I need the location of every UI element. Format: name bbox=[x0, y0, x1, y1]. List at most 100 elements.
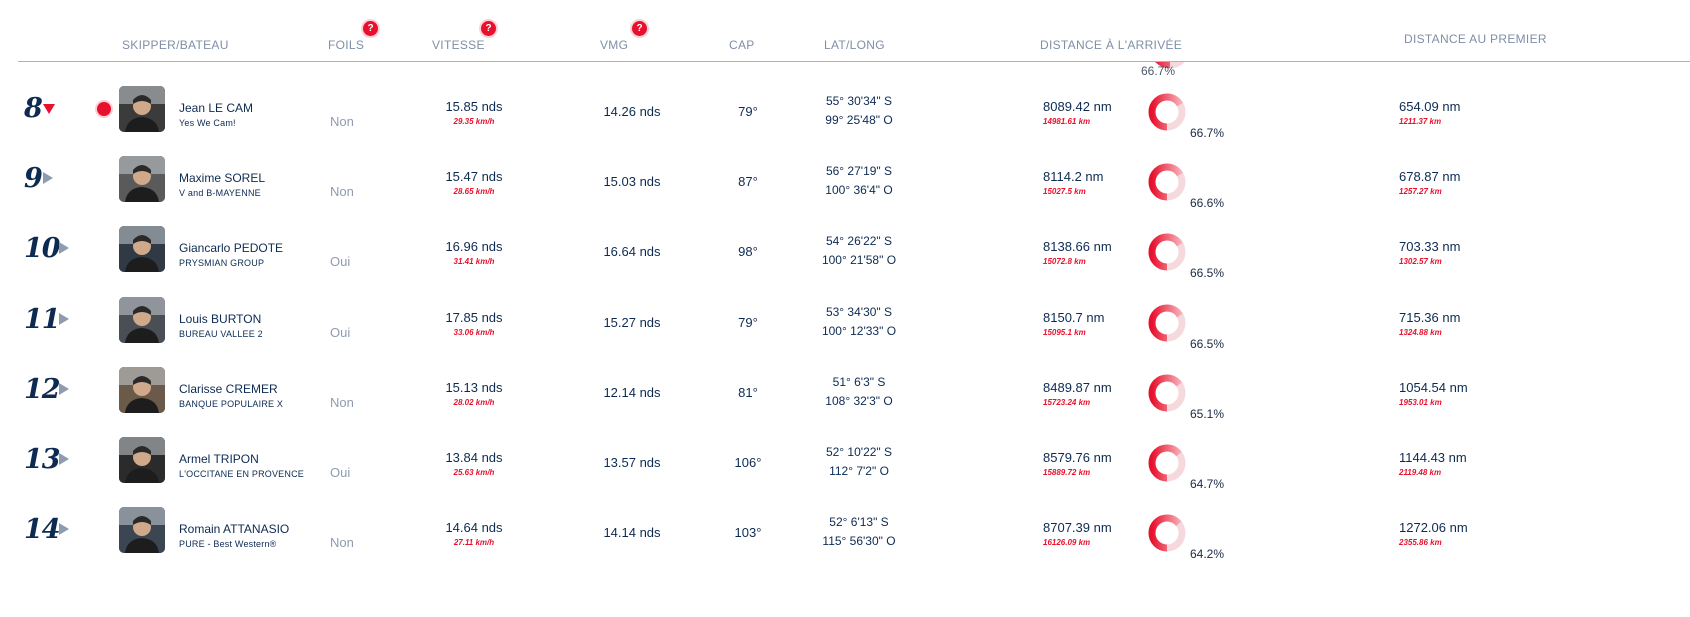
rank-number: 11 bbox=[24, 303, 61, 335]
avatar[interactable] bbox=[119, 437, 165, 483]
distance-finish-km: 14981.61 km bbox=[1043, 117, 1091, 126]
skipper-name[interactable]: Giancarlo PEDOTE bbox=[179, 241, 284, 256]
cap-value: 98° bbox=[738, 244, 758, 260]
speed-knots: 15.85 nds bbox=[445, 99, 503, 114]
avatar[interactable] bbox=[119, 86, 165, 132]
table-row[interactable]: 8 Jean LE CAM Yes We Cam! Non 15.85 nds 29.35… bbox=[0, 66, 1690, 142]
foils-value: Non bbox=[330, 114, 354, 129]
distance-finish-km: 15723.24 km bbox=[1043, 397, 1091, 407]
distance-finish-km: 15095.1 km bbox=[1043, 327, 1086, 337]
trend-flat-icon bbox=[59, 523, 69, 536]
partial-row-donut-chart bbox=[1149, 62, 1191, 69]
foils-value: Oui bbox=[330, 324, 351, 340]
partial-row-progress-percent: 66.7% bbox=[1141, 64, 1176, 78]
speed-help-icon[interactable]: ? bbox=[481, 21, 496, 36]
distance-finish-nm: 8138.66 nm bbox=[1043, 239, 1112, 255]
foils-value: Non bbox=[330, 535, 354, 551]
skipper-name[interactable]: Louis BURTON bbox=[179, 311, 262, 326]
donut-progress-arc bbox=[1148, 304, 1186, 342]
foils-value: Oui bbox=[330, 465, 351, 480]
column-foils-header[interactable]: FOILS bbox=[328, 38, 365, 52]
latitude: 52° 10'22" S bbox=[825, 445, 893, 459]
avatar[interactable] bbox=[119, 366, 165, 413]
latitude: 51° 6'3" S bbox=[832, 374, 886, 389]
distance-leader-nm: 715.36 nm bbox=[1399, 309, 1461, 325]
column-vmg-header[interactable]: VMG bbox=[600, 38, 629, 52]
vmg-value: 12.14 nds bbox=[603, 384, 661, 400]
donut-progress-arc bbox=[1148, 233, 1186, 271]
progress-donut-chart bbox=[1148, 233, 1186, 271]
longitude: 99° 25'48" O bbox=[825, 113, 893, 127]
distance-leader-nm: 703.33 nm bbox=[1399, 239, 1461, 255]
foils-value: Non bbox=[330, 394, 354, 410]
avatar[interactable] bbox=[119, 226, 165, 273]
speed-knots: 14.64 nds bbox=[445, 520, 503, 536]
column-cap-header[interactable]: CAP bbox=[729, 38, 755, 52]
column-skipper-header[interactable]: SKIPPER/BATEAU bbox=[122, 38, 229, 52]
table-row[interactable]: 13 Armel TRIPON L'OCCITANE EN PROVENCE Oui 1… bbox=[0, 417, 1690, 493]
vmg-value: 13.57 nds bbox=[603, 455, 661, 470]
progress-percent: 65.1% bbox=[1190, 406, 1225, 421]
column-speed-header[interactable]: VITESSE bbox=[432, 38, 485, 52]
table-row[interactable]: 14 Romain ATTANASIO PURE - Best Western® No… bbox=[0, 487, 1690, 563]
foils-value: Oui bbox=[330, 254, 351, 270]
progress-percent: 66.5% bbox=[1190, 336, 1225, 351]
progress-donut-chart bbox=[1148, 514, 1186, 552]
cap-value: 81° bbox=[738, 384, 758, 400]
skipper-name[interactable]: Armel TRIPON bbox=[179, 452, 259, 466]
rank-number: 13 bbox=[24, 444, 61, 475]
distance-finish-km: 16126.09 km bbox=[1043, 538, 1091, 548]
column-distance-leader-header[interactable]: DISTANCE AU PREMIER bbox=[1404, 32, 1547, 46]
distance-finish-nm: 8489.87 nm bbox=[1043, 379, 1112, 395]
trend-flat-icon bbox=[59, 453, 69, 465]
progress-donut-chart bbox=[1148, 163, 1186, 201]
avatar[interactable] bbox=[119, 507, 165, 554]
skipper-name[interactable]: Romain ATTANASIO bbox=[179, 522, 290, 537]
distance-leader-km: 1953.01 km bbox=[1399, 397, 1442, 407]
donut-progress-arc bbox=[1148, 514, 1186, 552]
distance-finish-nm: 8579.76 nm bbox=[1043, 450, 1112, 465]
latitude: 54° 26'22" S bbox=[825, 234, 893, 249]
table-row[interactable]: 11 Louis BURTON BUREAU VALLEE 2 Oui 17.85 nd… bbox=[0, 277, 1690, 353]
skipper-name[interactable]: Clarisse CREMER bbox=[179, 381, 278, 396]
cap-value: 79° bbox=[738, 104, 758, 119]
progress-percent: 64.2% bbox=[1190, 547, 1225, 562]
distance-finish-nm: 8114.2 nm bbox=[1043, 169, 1104, 185]
latitude: 55° 30'34" S bbox=[825, 94, 893, 108]
distance-finish-nm: 8150.7 nm bbox=[1043, 309, 1105, 325]
column-distance-finish-header[interactable]: DISTANCE À L'ARRIVÉE bbox=[1040, 38, 1183, 52]
table-row[interactable]: 9 Maxime SOREL V and B-MAYENNE Non 15.47 nds… bbox=[0, 136, 1690, 212]
skipper-name[interactable]: Maxime SOREL bbox=[179, 171, 266, 186]
trend-flat-icon bbox=[59, 242, 69, 255]
cap-value: 106° bbox=[734, 455, 762, 470]
trend-flat-icon bbox=[59, 382, 69, 395]
vmg-value: 15.03 nds bbox=[603, 174, 661, 190]
speed-knots: 15.47 nds bbox=[445, 169, 503, 185]
distance-finish-nm: 8089.42 nm bbox=[1043, 99, 1112, 114]
latitude: 56° 27'19" S bbox=[825, 164, 893, 179]
table-row[interactable]: 10 Giancarlo PEDOTE PRYSMIAN GROUP Oui 16.96… bbox=[0, 206, 1690, 282]
speed-kmh: 28.02 km/h bbox=[453, 397, 495, 407]
speed-kmh: 27.11 km/h bbox=[453, 538, 495, 548]
longitude: 100° 12'33" O bbox=[821, 323, 897, 338]
foils-help-icon[interactable]: ? bbox=[363, 21, 378, 36]
latitude: 53° 34'30" S bbox=[825, 304, 893, 319]
longitude: 100° 36'4" O bbox=[825, 183, 893, 198]
progress-percent: 64.7% bbox=[1190, 477, 1225, 491]
avatar[interactable] bbox=[119, 296, 165, 343]
progress-donut-chart bbox=[1148, 374, 1186, 412]
speed-kmh: 31.41 km/h bbox=[453, 257, 495, 267]
distance-finish-nm: 8707.39 nm bbox=[1043, 520, 1112, 536]
vmg-help-icon[interactable]: ? bbox=[632, 21, 647, 36]
skipper-name[interactable]: Jean LE CAM bbox=[179, 101, 254, 115]
trend-down-icon bbox=[43, 104, 55, 114]
cap-value: 79° bbox=[738, 314, 758, 330]
rank-number: 14 bbox=[24, 514, 61, 546]
distance-leader-nm: 1054.54 nm bbox=[1399, 379, 1468, 395]
column-latlong-header[interactable]: LAT/LONG bbox=[824, 38, 885, 52]
timer-icon[interactable] bbox=[97, 102, 111, 116]
longitude: 108° 32'3" O bbox=[825, 393, 893, 408]
avatar[interactable] bbox=[119, 156, 165, 203]
distance-leader-km: 1257.27 km bbox=[1399, 187, 1442, 197]
table-row[interactable]: 12 Clarisse CREMER BANQUE POPULAIRE X Non 15… bbox=[0, 347, 1690, 423]
